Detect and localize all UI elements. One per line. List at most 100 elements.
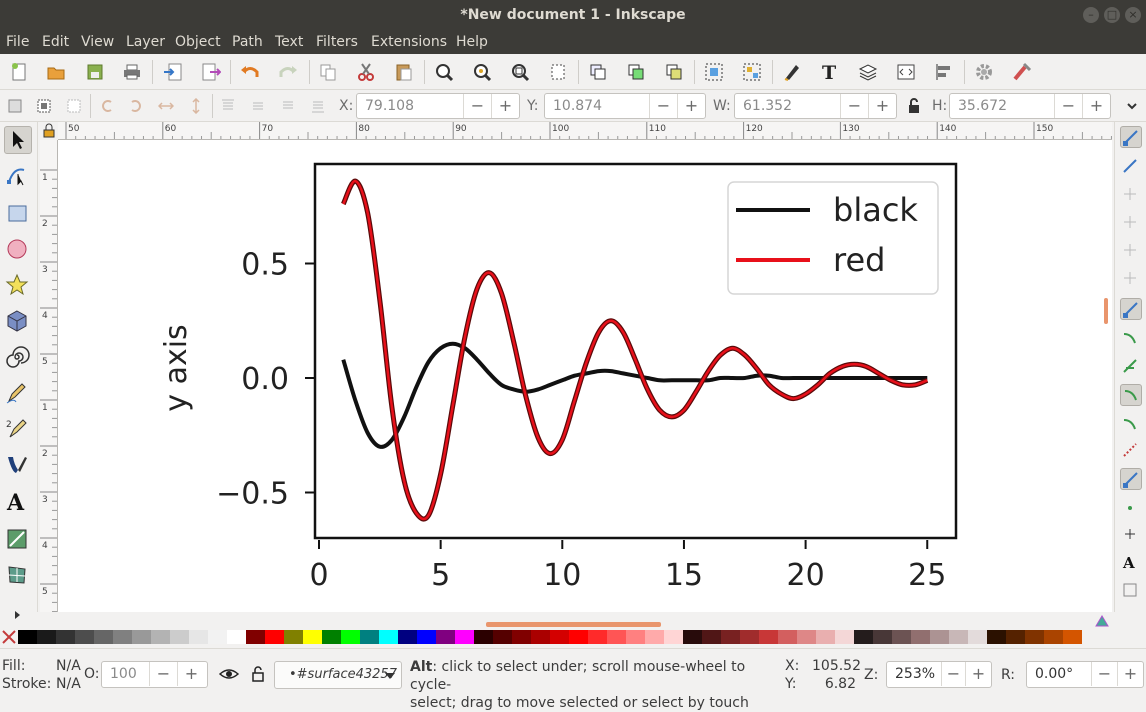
palette-swatch[interactable] — [151, 630, 170, 644]
palette-swatch[interactable] — [398, 630, 417, 644]
palette-swatch[interactable] — [170, 630, 189, 644]
snap-toggle-button[interactable] — [1120, 126, 1142, 148]
palette-swatch[interactable] — [189, 630, 208, 644]
redo-icon[interactable] — [278, 62, 298, 82]
snap-paths-button[interactable] — [1120, 328, 1142, 350]
close-button[interactable]: × — [1125, 7, 1141, 23]
node-tool[interactable] — [4, 162, 32, 190]
group-icon[interactable] — [704, 62, 724, 82]
zoom-in-button[interactable]: + — [965, 662, 991, 686]
rotate-cw-icon[interactable] — [128, 98, 144, 114]
palette-swatch[interactable] — [797, 630, 816, 644]
snap-page-border-button[interactable] — [1120, 580, 1142, 602]
menu-object[interactable]: Object — [175, 34, 221, 50]
rotate-ccw-icon[interactable] — [99, 98, 115, 114]
y-field[interactable]: 10.874 − + — [544, 93, 706, 119]
vertical-scrollbar[interactable] — [1104, 298, 1108, 324]
palette-swatch[interactable] — [474, 630, 493, 644]
flip-vertical-icon[interactable] — [188, 98, 204, 114]
zoom-width-icon[interactable] — [548, 62, 568, 82]
zoom-page-icon[interactable] — [510, 62, 530, 82]
flip-horizontal-icon[interactable] — [158, 98, 174, 114]
snap-others-button[interactable] — [1120, 468, 1142, 490]
palette-swatch[interactable] — [911, 630, 930, 644]
palette-swatch[interactable] — [246, 630, 265, 644]
palette-swatch[interactable] — [493, 630, 512, 644]
maximize-button[interactable]: □ — [1104, 7, 1120, 23]
palette-swatch[interactable] — [683, 630, 702, 644]
snap-bbox-button[interactable] — [1120, 156, 1142, 178]
lock-guides-icon[interactable] — [40, 122, 58, 140]
palette-swatch[interactable] — [417, 630, 436, 644]
palette-swatch[interactable] — [835, 630, 854, 644]
palette-swatch[interactable] — [1006, 630, 1025, 644]
overflow-menu-icon[interactable] — [1124, 98, 1140, 114]
palette-swatch[interactable] — [816, 630, 835, 644]
calligraphy-tool[interactable] — [4, 452, 32, 480]
preferences-gear-icon[interactable] — [974, 62, 994, 82]
palette-swatch[interactable] — [132, 630, 151, 644]
open-icon[interactable] — [46, 62, 66, 82]
deselect-icon[interactable] — [66, 98, 82, 114]
rotation-field[interactable]: 0.00° − + — [1026, 661, 1144, 688]
new-document-icon[interactable] — [9, 62, 29, 82]
vertical-ruler[interactable]: 1 2 3 4 5 1 2 3 4 5 — [40, 140, 58, 612]
rotate-ccw-button[interactable]: − — [1091, 662, 1117, 686]
opacity-field[interactable]: 100 − + — [101, 661, 208, 688]
h-decrement-button[interactable]: − — [1054, 94, 1082, 118]
snap-smooth-nodes-button[interactable] — [1120, 414, 1142, 436]
palette-menu-button[interactable] — [1094, 614, 1110, 628]
snap-bbox-midpoints-button[interactable] — [1120, 240, 1142, 262]
fill-value[interactable]: N/A — [56, 658, 81, 674]
palette-swatch[interactable] — [569, 630, 588, 644]
lower-icon[interactable] — [280, 98, 296, 114]
zoom-field[interactable]: 253% − + — [886, 661, 992, 688]
snap-line-midpoints-button[interactable] — [1120, 440, 1142, 462]
palette-swatch[interactable] — [949, 630, 968, 644]
palette-swatch[interactable] — [1063, 630, 1082, 644]
palette-swatch[interactable] — [759, 630, 778, 644]
undo-icon[interactable] — [240, 62, 260, 82]
palette-swatch[interactable] — [740, 630, 759, 644]
y-decrement-button[interactable]: − — [649, 94, 677, 118]
palette-swatch[interactable] — [664, 630, 683, 644]
layers-icon[interactable] — [858, 62, 878, 82]
gradient-tool[interactable] — [4, 526, 32, 554]
x-decrement-button[interactable]: − — [463, 94, 491, 118]
horizontal-ruler[interactable]: 50 60 70 80 90 100 110 120 130 140 150 — [58, 122, 1112, 140]
current-layer-dropdown[interactable]: •#surface43257 — [274, 661, 402, 689]
palette-swatch[interactable] — [626, 630, 645, 644]
no-paint-swatch[interactable] — [0, 630, 18, 644]
opacity-decrement-button[interactable]: − — [149, 662, 177, 686]
series-red-line[interactable] — [342, 179, 928, 521]
x-field[interactable]: 79.108 − + — [356, 93, 520, 119]
layer-visibility-eye-icon[interactable] — [219, 666, 239, 682]
lower-to-bottom-icon[interactable] — [310, 98, 326, 114]
palette-swatch[interactable] — [360, 630, 379, 644]
save-icon[interactable] — [85, 62, 105, 82]
zoom-selection-icon[interactable] — [434, 62, 454, 82]
palette-swatch[interactable] — [550, 630, 569, 644]
duplicate-icon[interactable] — [588, 62, 608, 82]
text-font-icon[interactable]: T — [820, 62, 840, 82]
zoom-drawing-icon[interactable] — [472, 62, 492, 82]
palette-swatch[interactable] — [721, 630, 740, 644]
export-icon[interactable] — [201, 62, 221, 82]
palette-swatch[interactable] — [113, 630, 132, 644]
w-field[interactable]: 61.352 − + — [734, 93, 897, 119]
menu-file[interactable]: File — [6, 34, 30, 50]
mesh-tool[interactable] — [4, 562, 32, 590]
palette-swatch[interactable] — [436, 630, 455, 644]
fill-stroke-icon[interactable] — [782, 62, 802, 82]
palette-swatch[interactable] — [56, 630, 75, 644]
palette-swatch[interactable] — [873, 630, 892, 644]
plot-figure[interactable]: 0 5 10 15 20 25 0.5 0.0 −0.5 y axis black red — [58, 140, 1112, 612]
rectangle-tool[interactable] — [4, 200, 32, 228]
menu-edit[interactable]: Edit — [42, 34, 70, 50]
opacity-increment-button[interactable]: + — [177, 662, 205, 686]
snap-bbox-edges-button[interactable] — [1120, 184, 1142, 206]
star-tool[interactable] — [4, 272, 32, 300]
palette-swatch[interactable] — [588, 630, 607, 644]
palette-swatch[interactable] — [303, 630, 322, 644]
snap-object-midpoints-button[interactable] — [1120, 498, 1142, 520]
